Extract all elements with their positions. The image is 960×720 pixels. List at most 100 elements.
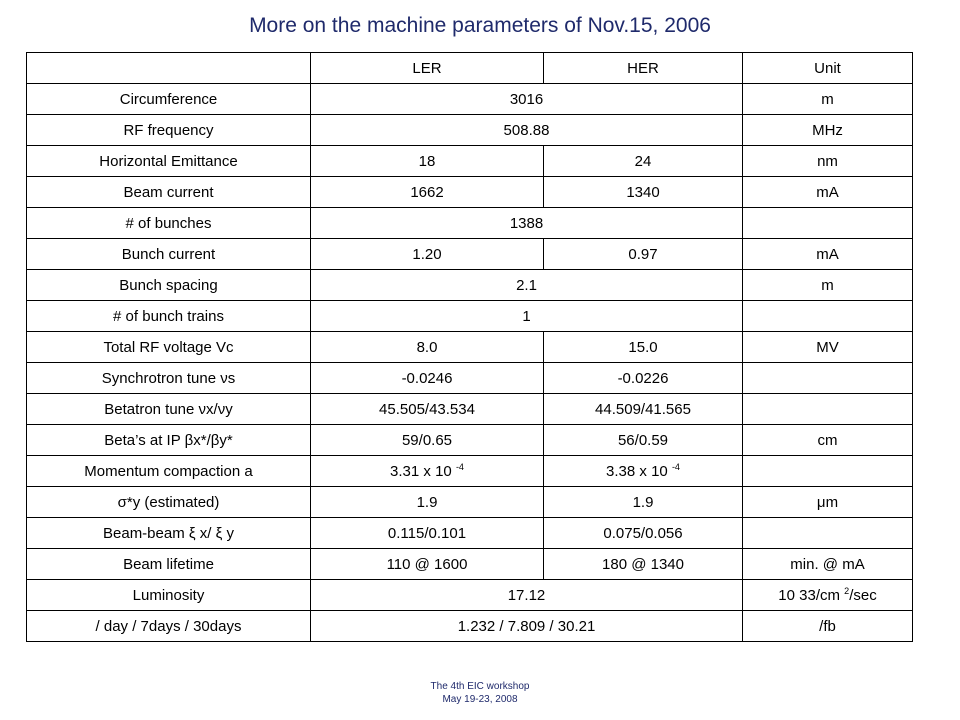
ler-value-cell-text: 8.0: [416, 338, 438, 356]
her-value-cell: 1.9: [543, 486, 743, 518]
value-span-cell-text: 508.88: [503, 121, 550, 139]
unit-cell: /fb: [742, 610, 913, 642]
param-label-cell: Bunch current: [26, 238, 311, 270]
her-value-cell-text: 15.0: [628, 338, 658, 356]
param-label-cell-text: σ*y (estimated): [117, 493, 220, 511]
param-label-cell: / day / 7days / 30days: [26, 610, 311, 642]
her-value-cell-text: 24: [634, 152, 652, 170]
param-label-cell-text: Luminosity: [132, 586, 205, 604]
her-value-cell: -0.0226: [543, 362, 743, 394]
her-value-cell-superscript: -4: [671, 461, 680, 472]
her-value-cell: 1340: [543, 176, 743, 208]
param-label-cell: Bunch spacing: [26, 269, 311, 301]
her-value-cell-text: 0.075/0.056: [603, 524, 683, 542]
param-label-cell-text: Circumference: [119, 90, 218, 108]
value-span-cell-text: 1388: [509, 214, 544, 232]
her-value-cell-text: 56/0.59: [617, 431, 669, 449]
unit-cell: MHz: [742, 114, 913, 146]
unit-cell-text: MV: [816, 338, 839, 356]
param-label-cell-text: # of bunch trains: [113, 307, 224, 325]
unit-cell: MV: [742, 331, 913, 363]
her-value-cell: 180 @ 1340: [543, 548, 743, 580]
ler-value-cell: 45.505/43.534: [310, 393, 544, 425]
unit-cell: cm: [742, 424, 913, 456]
table-row: Beam current 1662 1340 mA: [26, 176, 913, 208]
ler-value-cell-text: 3.31 x 10: [390, 462, 452, 480]
value-span-cell: 3016: [310, 83, 743, 115]
param-label-cell: Betatron tune νx/νy: [26, 393, 311, 425]
value-span-cell: 17.12: [310, 579, 743, 611]
footer-date: May 19-23, 2008: [442, 694, 518, 705]
unit-cell-text: nm: [817, 152, 838, 170]
table-row: Momentum compaction a 3.31 x 10 -4 3.38 x …: [26, 455, 913, 487]
her-value-cell: 0.075/0.056: [543, 517, 743, 549]
table-row: Total RF voltage Vc 8.0 15.0 MV: [26, 331, 913, 363]
her-value-cell: 15.0: [543, 331, 743, 363]
ler-value-cell-text: 59/0.65: [401, 431, 453, 449]
table-row: Circumference 3016 m: [26, 83, 913, 115]
ler-value-cell: 1.9: [310, 486, 544, 518]
param-label-cell: # of bunch trains: [26, 300, 311, 332]
unit-cell: [742, 517, 913, 549]
unit-cell: m: [742, 83, 913, 115]
her-value-cell-text: 180 @ 1340: [602, 555, 684, 573]
her-value-cell-text: 1340: [626, 183, 660, 201]
ler-value-cell: 59/0.65: [310, 424, 544, 456]
table-row: Beam-beam ξ x/ ξ y 0.115/0.101 0.075/0.056: [26, 517, 913, 549]
param-label-cell: Momentum compaction a: [26, 455, 311, 487]
ler-value-cell: 110 @ 1600: [310, 548, 544, 580]
param-label-cell: Horizontal Emittance: [26, 145, 311, 177]
table-row: Beam lifetime 110 @ 1600 180 @ 1340 min. @ …: [26, 548, 913, 580]
table-row: Beta’s at IP βx*/βy* 59/0.65 56/0.59 cm: [26, 424, 913, 456]
value-span-cell: 508.88: [310, 114, 743, 146]
header-blank-cell: [26, 52, 311, 84]
param-label-cell: Beam-beam ξ x/ ξ y: [26, 517, 311, 549]
ler-value-cell: 8.0: [310, 331, 544, 363]
param-label-cell: Luminosity: [26, 579, 311, 611]
param-label-cell-text: / day / 7days / 30days: [95, 617, 242, 635]
unit-cell: 10 33/cm 2/sec: [742, 579, 913, 611]
table-row: # of bunches 1388: [26, 207, 913, 239]
unit-cell: nm: [742, 145, 913, 177]
value-span-cell-text: 1.232 / 7.809 / 30.21: [457, 617, 596, 635]
value-span-cell: 1388: [310, 207, 743, 239]
table-row: # of bunch trains 1: [26, 300, 913, 332]
ler-value-cell-text: 1.20: [412, 245, 442, 263]
param-label-cell: RF frequency: [26, 114, 311, 146]
param-label-cell-text: Horizontal Emittance: [99, 152, 238, 170]
her-value-cell-text: 44.509/41.565: [595, 400, 691, 418]
her-value-cell-text: 1.9: [632, 493, 654, 511]
value-span-cell-text: 3016: [509, 90, 544, 108]
unit-cell-superscript: 2: [844, 585, 850, 596]
ler-value-cell: 0.115/0.101: [310, 517, 544, 549]
unit-cell: [742, 207, 913, 239]
unit-cell-text: MHz: [812, 121, 843, 139]
her-value-cell-text: -0.0226: [617, 369, 669, 387]
ler-value-cell-text: 110 @ 1600: [386, 555, 468, 573]
her-value-cell: 44.509/41.565: [543, 393, 743, 425]
ler-value-cell: 3.31 x 10 -4: [310, 455, 544, 487]
param-label-cell: Beta’s at IP βx*/βy*: [26, 424, 311, 456]
ler-value-cell-text: 1.9: [416, 493, 438, 511]
ler-value-cell: 1662: [310, 176, 544, 208]
param-label-cell: Beam lifetime: [26, 548, 311, 580]
value-span-cell: 1.232 / 7.809 / 30.21: [310, 610, 743, 642]
ler-value-cell-text: 45.505/43.534: [379, 400, 475, 418]
table-header-row: LER HER Unit: [26, 52, 913, 84]
unit-cell-text: min. @ mA: [790, 555, 865, 573]
her-value-cell: 3.38 x 10 -4: [543, 455, 743, 487]
param-label-cell-text: Momentum compaction a: [84, 462, 253, 480]
value-span-cell-text: 2.1: [516, 276, 537, 294]
her-value-cell-text: 0.97: [628, 245, 658, 263]
param-label-cell-text: Total RF voltage Vc: [103, 338, 234, 356]
table-row: Bunch current 1.20 0.97 mA: [26, 238, 913, 270]
param-label-cell-text: Beam current: [123, 183, 214, 201]
footer: The 4th EIC workshop May 19-23, 2008: [0, 680, 960, 706]
ler-value-cell-text: 0.115/0.101: [387, 524, 467, 542]
unit-cell-text: mA: [816, 183, 839, 201]
unit-cell: [742, 393, 913, 425]
machine-parameters-table: LER HER Unit Circumference 3016 m RF freque…: [26, 52, 913, 642]
param-label-cell-text: Beta’s at IP βx*/βy*: [104, 431, 233, 449]
ler-value-cell: 18: [310, 145, 544, 177]
param-label-cell-text: RF frequency: [123, 121, 214, 139]
